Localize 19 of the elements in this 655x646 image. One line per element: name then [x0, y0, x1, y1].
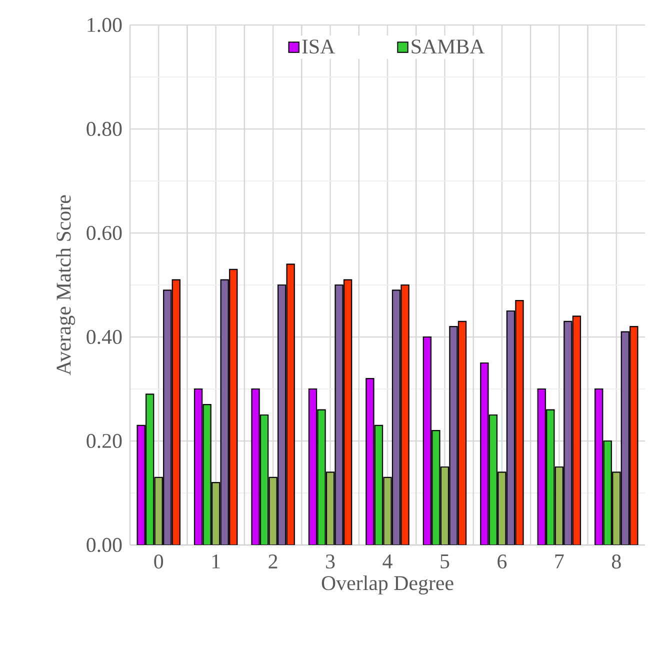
legend-label: SAMBA — [412, 40, 485, 54]
x-tick-label: 5 — [440, 554, 450, 568]
y-tick-label: 0.80 — [86, 122, 122, 136]
x-tick-label: 8 — [612, 554, 621, 569]
y-tick-label: 0.60 — [86, 226, 122, 240]
y-tick-label: 0.40 — [86, 330, 122, 344]
x-tick-label: 4 — [382, 554, 392, 568]
x-tick-label: 6 — [498, 554, 507, 569]
y-tick-label: 1.00 — [88, 18, 122, 32]
x-tick-label: 7 — [555, 554, 564, 568]
legend-label: ISA — [302, 40, 335, 54]
x-tick-label: 0 — [154, 554, 164, 569]
x-tick-label: 1 — [212, 554, 220, 568]
x-axis-title: Overlap Degree — [322, 575, 454, 594]
y-tick-label: 0.20 — [86, 434, 122, 448]
x-tick-label: 2 — [268, 554, 278, 568]
x-tick-label: 3 — [326, 554, 335, 569]
y-tick-label: 0.00 — [86, 538, 122, 552]
y-axis-title: Average Match Score — [56, 195, 76, 376]
